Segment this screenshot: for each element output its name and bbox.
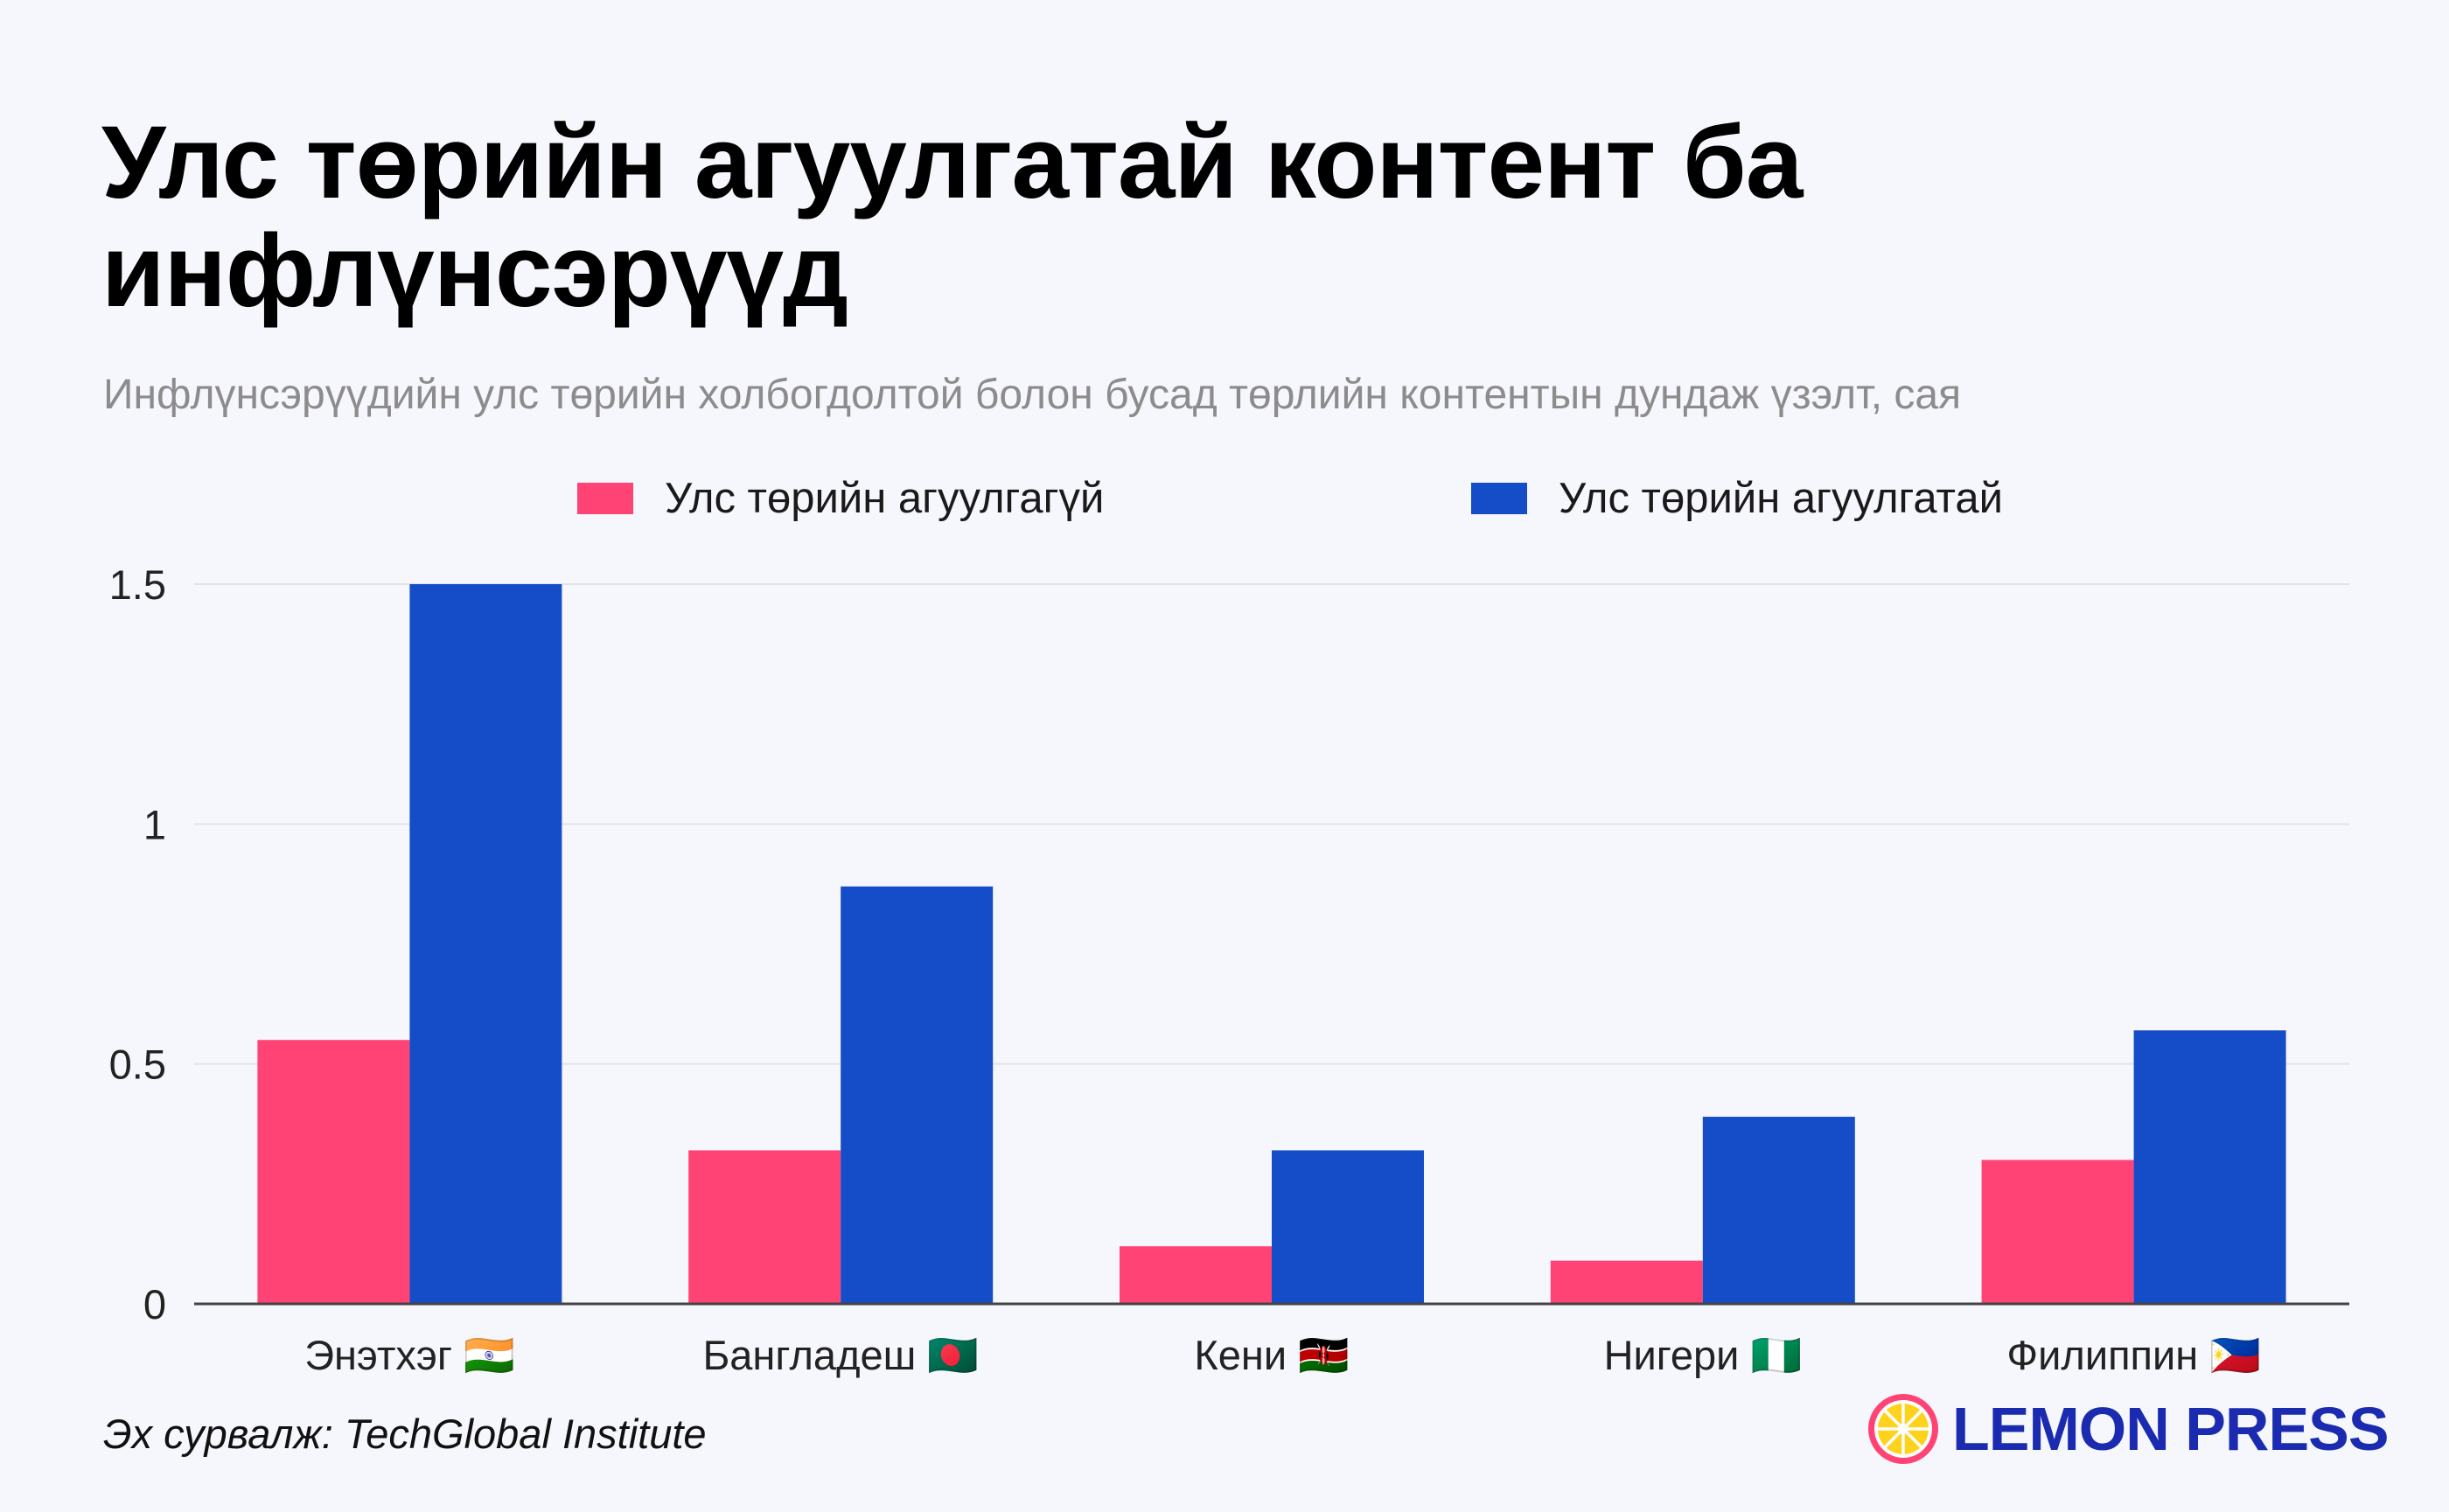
bar-non-political [1550, 1260, 1703, 1304]
bar-non-political [688, 1150, 841, 1304]
chart-title: Улс төрийн агуулгатай контент ба инфлүнс… [101, 105, 1803, 329]
y-tick-label: 0.5 [109, 1042, 166, 1088]
y-tick-label: 1.5 [109, 561, 166, 608]
lemon-press-logo: LEMON PRESS [1866, 1392, 2390, 1466]
bar-non-political [1981, 1160, 2134, 1304]
x-tick-label: Нигери 🇳🇬 [1604, 1332, 1802, 1378]
legend-item-non-political: Улс төрийн агуулгагүй [577, 474, 1104, 523]
bar-non-political [257, 1040, 410, 1304]
x-tick-label: Филиппин 🇵🇭 [2006, 1332, 2260, 1378]
bar-political [1702, 1117, 1855, 1304]
legend-swatch-non-political [577, 483, 633, 514]
bar-political [841, 886, 994, 1304]
lemon-slice-icon [1868, 1394, 1938, 1464]
x-tick-label: Бангладеш 🇧🇩 [702, 1332, 978, 1378]
legend-label-non-political: Улс төрийн агуулгагүй [665, 475, 1105, 522]
y-tick-label: 1 [143, 801, 166, 847]
bar-political [2133, 1030, 2286, 1304]
logo-text: LEMON PRESS [1952, 1395, 2390, 1463]
bar-political [409, 584, 562, 1304]
chart-subtitle: Инфлүнсэрүүдийн улс төрийн холбогдолтой … [103, 372, 1962, 418]
bar-non-political [1120, 1246, 1272, 1304]
legend-swatch-political [1471, 483, 1527, 514]
y-tick-label: 0 [143, 1281, 166, 1327]
x-tick-label: Энэтхэг 🇮🇳 [304, 1332, 514, 1378]
source-note: Эх сурвалж: TechGlobal Institute [103, 1411, 707, 1457]
bar-political [1272, 1150, 1424, 1304]
legend-item-political: Улс төрийн агуулгатай [1471, 474, 2003, 523]
legend-label-political: Улс төрийн агуулгатай [1559, 475, 2004, 522]
x-tick-label: Кени 🇰🇪 [1194, 1332, 1349, 1378]
